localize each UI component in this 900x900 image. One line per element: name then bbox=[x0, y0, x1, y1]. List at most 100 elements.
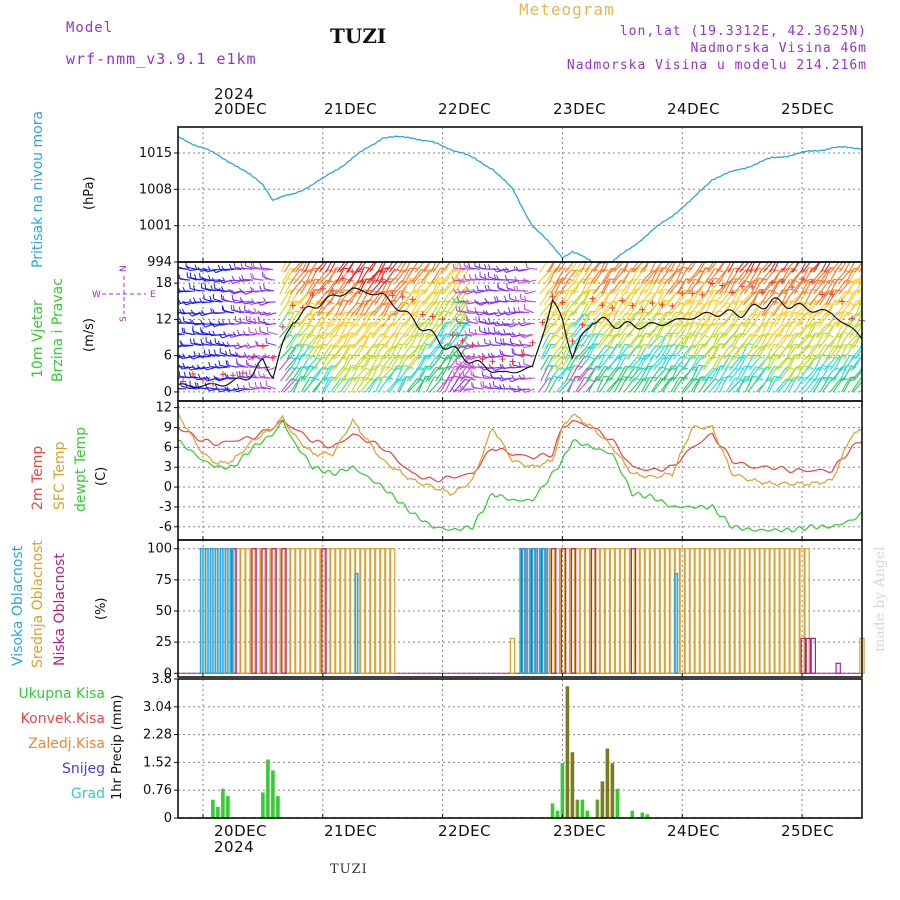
wind-barb bbox=[234, 266, 245, 270]
wind-barb-feather bbox=[365, 377, 371, 380]
wind-barb bbox=[415, 355, 426, 371]
legend-freezing-rain: Zaledj.Kisa bbox=[28, 736, 105, 752]
wind-barb-feather bbox=[186, 265, 190, 271]
wind-barb bbox=[549, 345, 562, 360]
wind-barb-feather bbox=[862, 369, 867, 371]
wind-barb bbox=[198, 387, 209, 390]
wind-barb-feather bbox=[500, 338, 502, 344]
wind-barb bbox=[769, 279, 780, 295]
wind-barb-feather bbox=[169, 331, 171, 335]
wind-barb bbox=[401, 323, 413, 338]
wind-barb bbox=[366, 262, 376, 273]
wind-barb bbox=[507, 268, 519, 272]
wind-barb bbox=[430, 262, 437, 273]
wind-barb bbox=[476, 278, 487, 281]
wind-barb bbox=[409, 344, 420, 360]
wind-barb bbox=[295, 301, 307, 317]
wind-barb-feather bbox=[518, 332, 522, 337]
wind-barb bbox=[608, 366, 620, 382]
wind-barb-feather bbox=[198, 352, 202, 358]
wind-barb bbox=[758, 343, 767, 360]
wind-barb bbox=[639, 262, 650, 273]
wind-barb-feather bbox=[456, 351, 460, 357]
wind-barb bbox=[647, 312, 659, 328]
wind-barb bbox=[709, 279, 720, 295]
wind-barb-feather bbox=[493, 327, 496, 333]
precip-total-bar bbox=[640, 812, 645, 818]
wind-barb bbox=[286, 311, 295, 327]
wind-barb bbox=[266, 312, 277, 317]
wind-barb-feather bbox=[423, 269, 429, 272]
wind-barb bbox=[334, 334, 346, 349]
wind-barb bbox=[425, 376, 435, 393]
wind-barb bbox=[283, 262, 292, 273]
wind-barb-feather bbox=[432, 257, 437, 258]
wind-speed-line bbox=[177, 287, 863, 389]
wind-barb bbox=[561, 322, 572, 338]
cloud-tick-label: 100 bbox=[147, 542, 172, 557]
wind-barb bbox=[360, 368, 373, 382]
wind-barb-feather bbox=[254, 340, 258, 346]
mid-cloud-bar bbox=[385, 548, 391, 674]
wind-barb bbox=[843, 356, 855, 371]
wind-barb bbox=[224, 268, 235, 272]
wind-barb bbox=[201, 343, 212, 346]
wind-barb-feather bbox=[503, 310, 508, 316]
high-cloud-bar bbox=[539, 547, 544, 675]
wind-barb bbox=[581, 289, 590, 306]
wind-barb-feather bbox=[513, 265, 517, 271]
wind-barb bbox=[284, 268, 294, 284]
wind-barb-feather bbox=[190, 309, 194, 315]
wind-barb bbox=[194, 342, 205, 346]
wind-barb bbox=[595, 345, 606, 360]
wind-barb bbox=[699, 377, 709, 393]
wind-barb bbox=[615, 312, 627, 328]
wind-barb bbox=[401, 267, 411, 284]
wind-barb-feather bbox=[212, 330, 216, 336]
wind-barb bbox=[765, 344, 775, 360]
wind-barb-feather bbox=[843, 311, 849, 313]
wind-barb bbox=[419, 334, 431, 349]
wind-barb bbox=[539, 302, 552, 317]
wind-barb bbox=[365, 366, 375, 382]
wind-barb bbox=[333, 356, 345, 371]
wind-barb bbox=[659, 344, 670, 360]
wind-barb bbox=[319, 270, 332, 284]
wind-barb bbox=[239, 375, 250, 379]
wind-barb bbox=[422, 268, 433, 284]
low-cloud-bar bbox=[835, 662, 841, 674]
wind-barb-feather bbox=[510, 341, 514, 347]
mid-cloud-bar bbox=[749, 548, 755, 674]
mid-cloud-bar bbox=[684, 548, 691, 674]
wind-barb-feather bbox=[508, 332, 513, 338]
wind-barb bbox=[833, 270, 847, 284]
wind-barb bbox=[300, 355, 311, 371]
wind-barb bbox=[448, 301, 460, 317]
wind-barb-feather bbox=[193, 284, 196, 291]
wind-barb bbox=[832, 366, 843, 382]
wind-barb bbox=[499, 312, 510, 314]
wind-barb-feather bbox=[257, 310, 262, 316]
wind-barb-feather bbox=[413, 257, 418, 258]
high-cloud-bar bbox=[199, 547, 204, 675]
wind-barb-feather bbox=[705, 258, 710, 259]
wind-barb bbox=[450, 268, 462, 284]
wind-barb bbox=[727, 262, 735, 273]
pressure-tick-label: 1015 bbox=[139, 146, 172, 161]
wind-barb bbox=[390, 290, 401, 306]
wind-barb bbox=[256, 332, 267, 336]
wind-barb bbox=[308, 279, 319, 295]
wind-barb bbox=[730, 300, 740, 317]
wind-barb-feather bbox=[855, 278, 861, 281]
wind-barb bbox=[855, 273, 862, 284]
wind-barb bbox=[328, 279, 338, 295]
wind-barb bbox=[323, 365, 333, 382]
wind-barb bbox=[845, 267, 855, 284]
wind-barb bbox=[575, 346, 588, 360]
wind-barb bbox=[368, 262, 378, 273]
wind-barb-feather bbox=[794, 311, 800, 314]
wind-barb-feather bbox=[559, 279, 565, 281]
wind-barb bbox=[565, 365, 574, 382]
precip-total-bar bbox=[585, 810, 590, 818]
